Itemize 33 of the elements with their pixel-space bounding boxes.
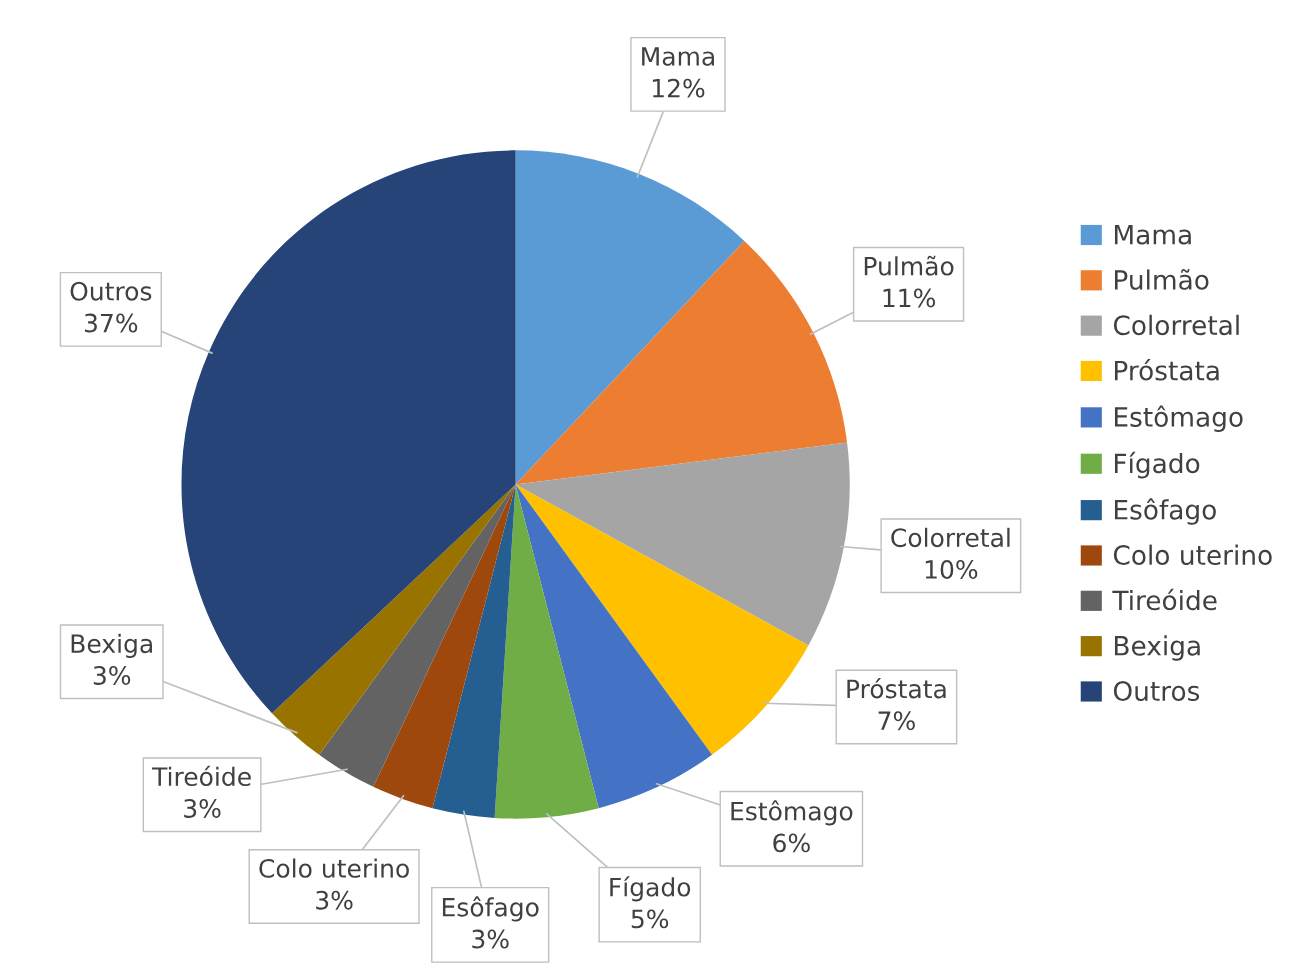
slice-label: Colo uterino [259, 858, 409, 878]
slice-label: Outros [70, 281, 152, 301]
data-label: 6% [773, 833, 810, 853]
data-label: 3% [184, 798, 221, 818]
legend-label: Colorretal [1113, 314, 1239, 336]
data-label: 3% [472, 929, 509, 949]
slice-label: Estômago [731, 800, 853, 826]
legend-label: Outros [1113, 681, 1200, 702]
slice-label: Mama [642, 47, 714, 66]
data-label: 5% [631, 909, 669, 929]
data-label: 3% [93, 666, 131, 685]
slice-label: Pulmão [864, 255, 954, 276]
legend-label: Esôfago [1114, 498, 1216, 525]
slice-label: Colorretal [891, 527, 1010, 548]
slice-label: Bexiga [71, 633, 152, 658]
data-label: 11% [883, 288, 935, 308]
data-label: 7% [878, 711, 915, 731]
legend-label: Tireóide [1112, 588, 1217, 611]
data-label: 10% [925, 560, 978, 579]
legend-label: Estômago [1114, 405, 1243, 433]
data-label: 12% [652, 78, 705, 98]
legend-label: Colo uterino [1113, 544, 1272, 566]
slice-label: Próstata [847, 678, 946, 699]
data-label: 37% [84, 313, 138, 333]
slice-label: Fígado [610, 876, 691, 902]
slice-label: Tireóide [152, 765, 251, 787]
legend-label: Mama [1114, 224, 1191, 245]
slice-label: Esôfago [442, 896, 539, 922]
data-label: 3% [316, 890, 353, 910]
legend-label: Bexiga [1114, 635, 1200, 661]
legend-label: Fígado [1114, 451, 1200, 479]
legend-label: Próstata [1114, 359, 1219, 381]
legend-label: Pulmão [1114, 268, 1209, 290]
